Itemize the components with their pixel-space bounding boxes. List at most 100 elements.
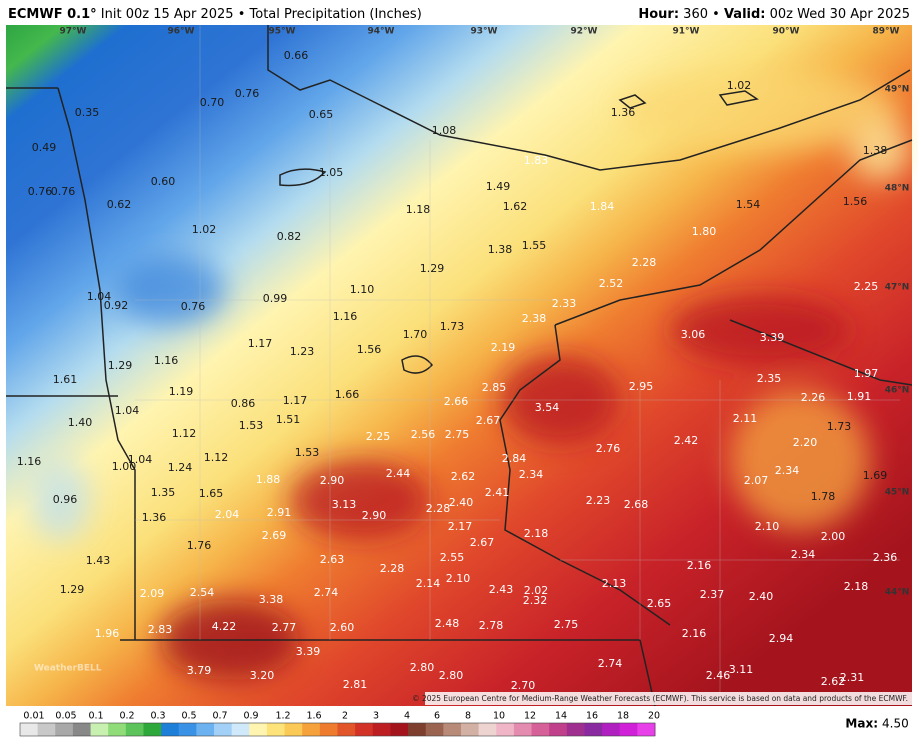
copyright: © 2025 European Centre for Medium-Range … (412, 694, 908, 703)
precip-label: 1.10 (350, 283, 375, 296)
map (6, 25, 913, 707)
precip-label: 1.36 (611, 106, 636, 119)
colorbar-tick-label: 0.5 (181, 711, 196, 722)
precip-label: 1.96 (95, 627, 120, 640)
latitude-label: 48°N (885, 184, 910, 194)
precip-label: 3.79 (187, 664, 212, 677)
colorbar-tick-label: 0.3 (150, 711, 165, 722)
precip-label: 2.10 (755, 520, 780, 533)
precip-label: 1.00 (112, 460, 137, 473)
copyright-bg (425, 692, 912, 705)
precip-label: 1.18 (406, 203, 431, 216)
precip-label: 3.39 (760, 331, 785, 344)
valid: 00z Wed 30 Apr 2025 (770, 7, 910, 22)
precip-label: 2.17 (448, 520, 473, 533)
precip-label: 1.38 (488, 243, 513, 256)
colorbar-cell (196, 723, 215, 736)
precip-label: 2.84 (502, 452, 527, 465)
precip-label: 1.23 (290, 345, 315, 358)
precip-label: 2.75 (445, 428, 470, 441)
precip-label: 3.20 (250, 669, 275, 682)
precip-label: 1.04 (87, 290, 112, 303)
precip-label: 2.48 (435, 617, 460, 630)
header-bar (0, 0, 918, 25)
longitude-label: 95°W (269, 27, 296, 37)
precip-label: 0.76 (28, 185, 53, 198)
colorbar-tick-label: 14 (555, 711, 567, 722)
precip-label: 1.40 (68, 416, 93, 429)
precip-label: 3.54 (535, 401, 560, 414)
precip-label: 2.78 (479, 619, 504, 632)
precip-label: 2.74 (314, 586, 339, 599)
colorbar-tick-label: 16 (586, 711, 598, 722)
precip-label: 1.55 (522, 239, 547, 252)
precip-label: 1.53 (295, 446, 320, 459)
colorbar-cell (372, 723, 391, 736)
colorbar-cell (355, 723, 374, 736)
colorbar-cell (214, 723, 233, 736)
precip-label: 2.28 (426, 502, 451, 515)
precip-label: 2.00 (821, 530, 846, 543)
precip-label: 1.62 (503, 200, 528, 213)
precip-label: 1.43 (86, 554, 111, 567)
precip-label: 1.17 (248, 337, 273, 350)
legend: 0.01 0.05 0.1 0.2 0.3 0.5 0.7 0.9 1.2 1.6 2 3 4 6 8 10 1… (19, 711, 660, 737)
precip-label: 1.29 (60, 583, 85, 596)
precip-label: 1.24 (168, 461, 193, 474)
colorbar-cell (125, 723, 144, 736)
precip-label: 0.76 (181, 300, 206, 313)
precip-label: 2.90 (362, 509, 387, 522)
precip-label: 2.94 (769, 632, 794, 645)
latitude-label: 46°N (885, 386, 910, 396)
precip-label: 2.62 (451, 470, 476, 483)
precip-label: 2.67 (476, 414, 501, 427)
colorbar-tick-label: 4 (404, 711, 410, 722)
precip-label: 3.38 (259, 593, 284, 606)
precip-label: 1.05 (319, 166, 344, 179)
colorbar-cell (549, 723, 568, 736)
precip-label: 2.41 (485, 486, 510, 499)
colorbar-cell (460, 723, 480, 736)
colorbar-cell (513, 723, 533, 736)
precip-label: 2.80 (439, 669, 464, 682)
colorbar-cell (496, 723, 515, 736)
precip-label: 2.02 (524, 584, 549, 597)
colorbar-tick-label: 1.6 (306, 711, 321, 722)
precip-label: 1.97 (854, 367, 879, 380)
colorbar-tick-label: 20 (648, 711, 660, 722)
colorbar-frame (19, 722, 656, 737)
precip-label: 0.35 (75, 106, 100, 119)
colorbar-cell (178, 723, 197, 736)
precip-label: 2.55 (440, 551, 465, 564)
longitude-label: 96°W (168, 27, 195, 37)
colorbar-cell (637, 723, 656, 736)
latitude-label: 47°N (885, 283, 910, 293)
colorbar-cell (319, 723, 338, 736)
precip-label: 0.76 (235, 87, 260, 100)
colorbar-cell (478, 723, 497, 736)
precip-label: 2.33 (552, 297, 577, 310)
precip-label: 1.35 (151, 486, 176, 499)
colorbar-cell (108, 723, 127, 736)
precip-label: 3.06 (681, 328, 706, 341)
precip-label: 1.78 (811, 490, 836, 503)
precip-label: 2.32 (523, 594, 548, 607)
precip-label: 2.07 (744, 474, 769, 487)
run-info: Init 00z 15 Apr 2025 • Total Precipitati… (101, 7, 422, 22)
precip-label: 0.66 (284, 49, 309, 62)
longitude-label: 90°W (773, 27, 800, 37)
precip-label: 3.11 (729, 663, 754, 676)
precip-label: 2.16 (682, 627, 707, 640)
precip-label: 2.81 (343, 678, 368, 691)
precip-label: 2.20 (793, 436, 818, 449)
precip-label: 1.73 (827, 420, 852, 433)
precip-label: 2.62 (821, 675, 846, 688)
precip-label: 2.42 (674, 434, 699, 447)
colorbar-tick-label: 0.1 (88, 711, 103, 722)
precip-label: 2.69 (262, 529, 287, 542)
colorbar-cell (266, 723, 286, 736)
colorbar-cell (619, 723, 638, 736)
latitude-label: 44°N (885, 588, 910, 598)
max-value: 4.50 (882, 717, 909, 731)
colorbar-cell (390, 723, 409, 736)
